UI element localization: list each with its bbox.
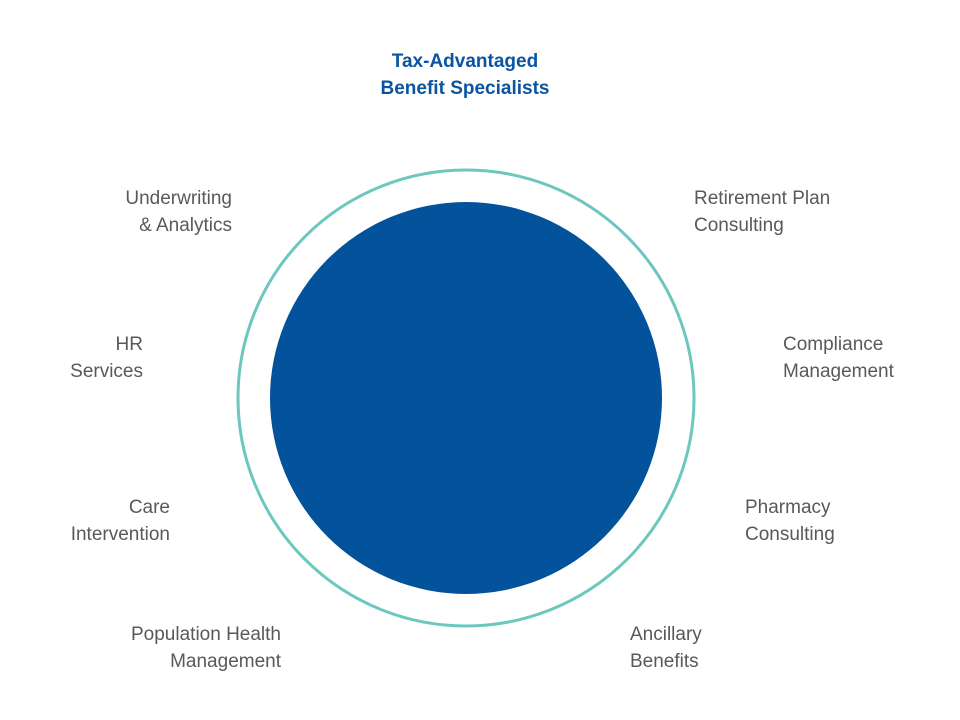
label-underwriting-analytics: Underwriting & Analytics bbox=[125, 185, 232, 239]
label-care-intervention: Care Intervention bbox=[71, 494, 170, 548]
label-line: Management bbox=[170, 651, 281, 672]
label-pharmacy-consulting: Pharmacy Consulting bbox=[745, 494, 835, 548]
label-line: Pharmacy bbox=[745, 497, 831, 518]
inner-circle bbox=[270, 202, 662, 594]
label-line: Consulting bbox=[745, 524, 835, 545]
label-compliance-management: Compliance Management bbox=[783, 331, 894, 385]
label-line: Services bbox=[70, 361, 143, 382]
label-line: HR bbox=[115, 334, 143, 355]
label-line: Ancillary bbox=[630, 624, 702, 645]
label-line: Retirement Plan bbox=[694, 188, 831, 209]
label-line: Intervention bbox=[70, 524, 170, 545]
diagram-title: Tax-Advantaged Benefit Specialists bbox=[300, 48, 630, 102]
label-line: Benefits bbox=[630, 651, 699, 672]
label-line: & Analytics bbox=[139, 215, 232, 236]
outer-ring bbox=[236, 168, 696, 628]
label-retirement-plan-consulting: Retirement Plan Consulting bbox=[694, 185, 830, 239]
label-line: Management bbox=[783, 361, 894, 382]
label-line: Underwriting bbox=[125, 188, 232, 209]
label-population-health-management: Population Health Management bbox=[131, 621, 281, 675]
title-line-2: Benefit Specialists bbox=[380, 78, 550, 99]
label-line: Consulting bbox=[694, 215, 784, 236]
label-ancillary-benefits: Ancillary Benefits bbox=[630, 621, 702, 675]
label-line: Population Health bbox=[131, 624, 281, 645]
label-line: Compliance bbox=[783, 334, 884, 355]
label-hr-services: HR Services bbox=[70, 331, 143, 385]
title-line-1: Tax-Advantaged bbox=[391, 51, 539, 72]
label-line: Care bbox=[128, 497, 170, 518]
